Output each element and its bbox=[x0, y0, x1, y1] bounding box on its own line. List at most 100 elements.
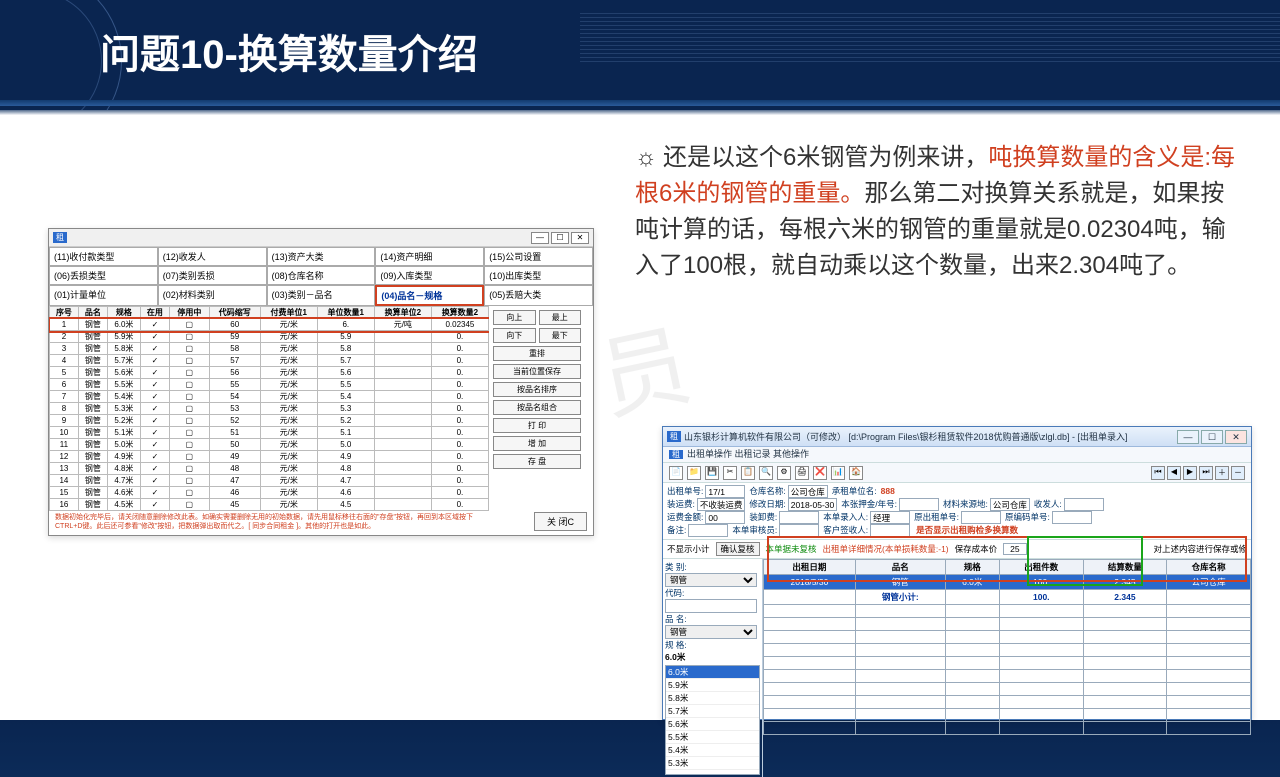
tool-icon[interactable]: 📊 bbox=[831, 466, 845, 480]
app-icon: 租 bbox=[667, 431, 681, 442]
tab-cell[interactable]: (09)入库类型 bbox=[375, 266, 484, 285]
minimize-button[interactable]: — bbox=[531, 232, 549, 244]
form-field[interactable] bbox=[1052, 511, 1092, 524]
tab-cell[interactable]: (06)丢损类型 bbox=[49, 266, 158, 285]
form-field[interactable]: 2018-05-30 bbox=[788, 498, 837, 511]
tabs-grid: (11)收付款类型(12)收发人(13)资产大类(14)资产明细(15)公司设置… bbox=[49, 247, 593, 306]
form-field[interactable] bbox=[1064, 498, 1104, 511]
tab-cell[interactable]: (08)仓库名称 bbox=[267, 266, 376, 285]
form-field[interactable] bbox=[779, 524, 819, 537]
tab-cell[interactable]: (03)类别－品名 bbox=[267, 285, 376, 306]
form-field[interactable]: 是否显示出租购检多换算数 bbox=[916, 524, 1018, 537]
reorder-button[interactable]: 重排 bbox=[493, 346, 581, 361]
footer: 数据初始化完毕后，请关闭随意删除修改此表。如确实需要删除无用的初始数据，请先用鼠… bbox=[55, 512, 587, 531]
tab-cell[interactable]: (02)材料类别 bbox=[158, 285, 267, 306]
nav-last-icon[interactable]: ⏭ bbox=[1199, 466, 1213, 480]
strip-detail: 出租单详细情况(本单损耗数量:-1) bbox=[823, 543, 949, 555]
bullet-icon: ☼ bbox=[635, 144, 657, 171]
tool-icon[interactable]: 📄 bbox=[669, 466, 683, 480]
tool-icon[interactable]: 📋 bbox=[741, 466, 755, 480]
titlebar: 租 — ☐ ✕ bbox=[49, 229, 593, 247]
nav-next-icon[interactable]: ▶ bbox=[1183, 466, 1197, 480]
code-label: 代码: bbox=[665, 588, 684, 598]
tool-icon[interactable]: ⚙ bbox=[777, 466, 791, 480]
tab-cell[interactable]: (11)收付款类型 bbox=[49, 247, 158, 266]
strip-hint: 对上述内容进行保存或修 bbox=[1153, 543, 1247, 555]
name-select[interactable]: 钢管 bbox=[665, 625, 757, 639]
print-button[interactable]: 打 印 bbox=[493, 418, 581, 433]
form-field[interactable] bbox=[961, 511, 1001, 524]
confirm-button[interactable]: 确认复核 bbox=[716, 542, 760, 556]
tab-cell[interactable]: (13)资产大类 bbox=[267, 247, 376, 266]
form-field[interactable] bbox=[899, 498, 939, 511]
spec-table[interactable]: 序号品名规格在用停用中代码缩写付费单位1单位数量1换算单位2换算数量21钢管6.… bbox=[49, 306, 489, 511]
tab-cell[interactable]: (05)丢赔大类 bbox=[484, 285, 593, 306]
minimize-button[interactable]: — bbox=[1177, 430, 1199, 444]
form-field[interactable]: 经理 bbox=[870, 511, 910, 524]
form-field[interactable]: 888 bbox=[879, 485, 919, 498]
up-button[interactable]: 向上 bbox=[493, 310, 536, 325]
menubar[interactable]: 租出租单操作 出租记录 其他操作 bbox=[663, 447, 1251, 463]
form-field[interactable]: 00 bbox=[705, 511, 745, 524]
spec-list[interactable]: 6.0米5.9米5.8米5.7米5.6米5.5米5.4米5.3米 bbox=[665, 665, 760, 775]
down-button[interactable]: 向下 bbox=[493, 328, 536, 343]
left-pane: 类 别: 钢管 代码: 品 名:钢管 规 格: 6.0米 6.0米5.9米5.8… bbox=[663, 559, 763, 777]
save-button[interactable]: 存 盘 bbox=[493, 454, 581, 469]
strip-value[interactable]: 25 bbox=[1003, 543, 1026, 555]
tool-icon[interactable]: 🔍 bbox=[759, 466, 773, 480]
status-strip: 不显示小计 确认复核 本单据未复核 出租单详细情况(本单损耗数量:-1) 保存成… bbox=[663, 539, 1251, 559]
kind-select[interactable]: 钢管 bbox=[665, 573, 757, 587]
bottom-button[interactable]: 最下 bbox=[539, 328, 582, 343]
close-button[interactable]: ✕ bbox=[1225, 430, 1247, 444]
spec-label: 规 格: bbox=[665, 640, 687, 650]
nav-del-icon[interactable]: － bbox=[1231, 466, 1245, 480]
close-button[interactable]: ✕ bbox=[571, 232, 589, 244]
group-name-button[interactable]: 按品名组合 bbox=[493, 400, 581, 415]
maximize-button[interactable]: ☐ bbox=[1201, 430, 1223, 444]
form-field[interactable]: 17/1 bbox=[705, 485, 745, 498]
header-lines bbox=[580, 10, 1280, 100]
form-field[interactable]: 公司仓库 bbox=[788, 485, 828, 498]
nav-add-icon[interactable]: ＋ bbox=[1215, 466, 1229, 480]
form-field[interactable] bbox=[688, 524, 728, 537]
form-field[interactable]: 公司仓库 bbox=[990, 498, 1030, 511]
maximize-button[interactable]: ☐ bbox=[551, 232, 569, 244]
app-icon: 租 bbox=[53, 232, 67, 243]
kind-label: 类 别: bbox=[665, 562, 687, 572]
tool-icon[interactable]: ✂ bbox=[723, 466, 737, 480]
tab-cell[interactable]: (14)资产明细 bbox=[375, 247, 484, 266]
rental-window: 租山东银杉计算机软件有限公司（可修改） [d:\Program Files\银杉… bbox=[662, 426, 1252, 720]
tool-icon[interactable]: 🏠 bbox=[849, 466, 863, 480]
sort-name-button[interactable]: 按品名排序 bbox=[493, 382, 581, 397]
form-area: 出租单号:17/1仓库名称:公司仓库承租单位名:888装运费:不收装运费修改日期… bbox=[663, 483, 1251, 539]
footer-note: 数据初始化完毕后，请关闭随意删除修改此表。如确实需要删除无用的初始数据，请先用鼠… bbox=[55, 514, 475, 531]
tool-icon[interactable]: ❌ bbox=[813, 466, 827, 480]
nav-first-icon[interactable]: ⏮ bbox=[1151, 466, 1165, 480]
add-button[interactable]: 增 加 bbox=[493, 436, 581, 451]
tab-cell[interactable]: (10)出库类型 bbox=[484, 266, 593, 285]
tool-icon[interactable]: 📁 bbox=[687, 466, 701, 480]
form-field[interactable]: 不收装运费 bbox=[697, 498, 746, 511]
side-buttons: 向上最上 向下最下 重排 当前位置保存 按品名排序 按品名组合 打 印 增 加 … bbox=[489, 306, 585, 526]
tool-icon[interactable]: 💾 bbox=[705, 466, 719, 480]
tab-cell[interactable]: (04)品名－规格 bbox=[375, 285, 484, 306]
form-field[interactable] bbox=[779, 511, 819, 524]
top-button[interactable]: 最上 bbox=[539, 310, 582, 325]
save-loc-button[interactable]: 当前位置保存 bbox=[493, 364, 581, 379]
code-input[interactable] bbox=[665, 599, 757, 613]
tab-cell[interactable]: (07)类别丢损 bbox=[158, 266, 267, 285]
data-grid[interactable]: 出租日期品名规格出租件数结算数量仓库名称2018/5/30钢管6.0米100.2… bbox=[763, 559, 1251, 777]
tab-cell[interactable]: (01)计量单位 bbox=[49, 285, 158, 306]
close-button-footer[interactable]: 关 闭C bbox=[534, 512, 587, 531]
tab-cell[interactable]: (15)公司设置 bbox=[484, 247, 593, 266]
body-prefix: 还是以这个6米钢管为例来讲， bbox=[663, 144, 988, 171]
settings-window: 租 — ☐ ✕ (11)收付款类型(12)收发人(13)资产大类(14)资产明细… bbox=[48, 228, 594, 536]
slide-title: 问题10-换算数量介绍 bbox=[100, 22, 478, 80]
tool-icon[interactable]: 🖨 bbox=[795, 466, 809, 480]
name-label: 品 名: bbox=[665, 614, 687, 624]
form-field[interactable] bbox=[870, 524, 910, 537]
tab-cell[interactable]: (12)收发人 bbox=[158, 247, 267, 266]
titlebar2: 租山东银杉计算机软件有限公司（可修改） [d:\Program Files\银杉… bbox=[663, 427, 1251, 447]
strip-label: 保存成本价 bbox=[955, 543, 998, 555]
nav-prev-icon[interactable]: ◀ bbox=[1167, 466, 1181, 480]
